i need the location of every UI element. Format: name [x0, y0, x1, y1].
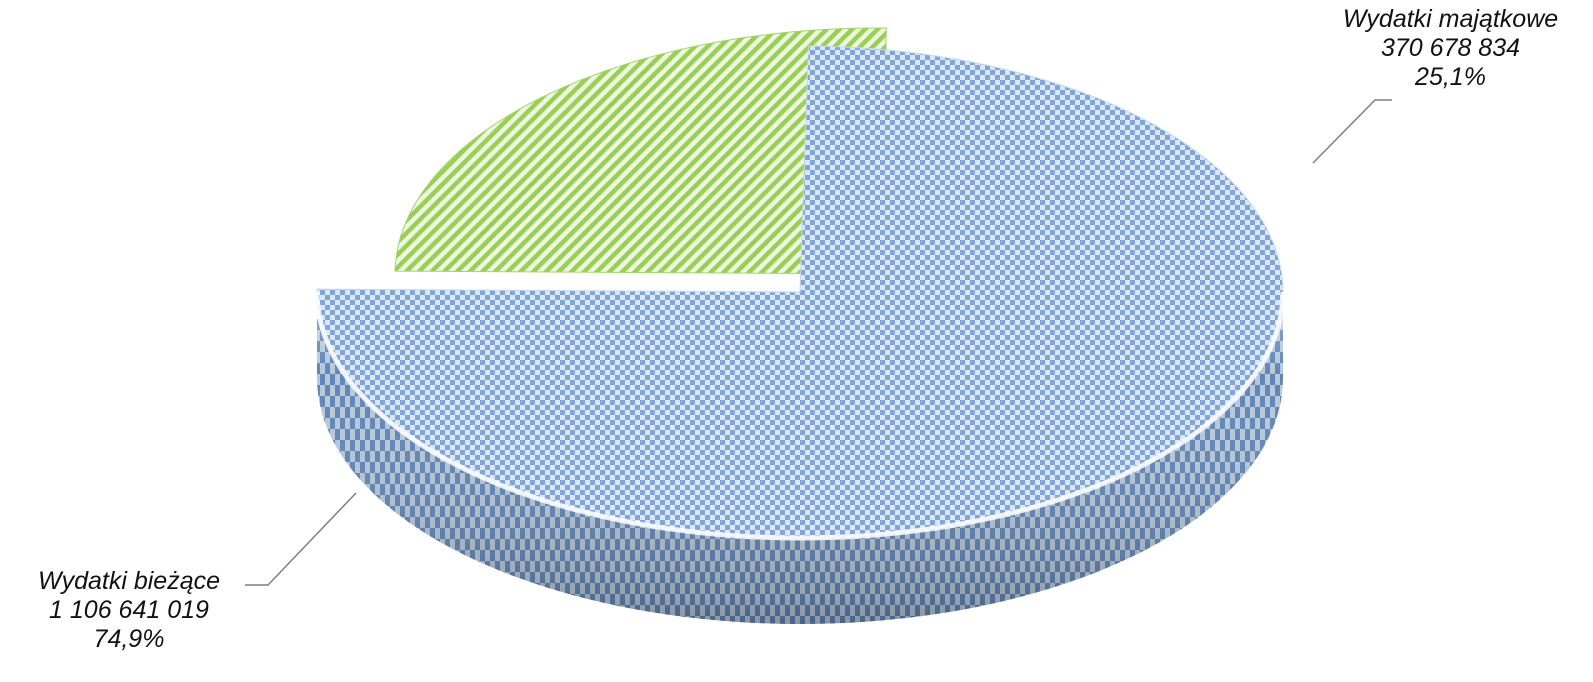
slice-percent-label: 25,1%: [1415, 63, 1486, 91]
blue-slice-rim-highlight: [314, 291, 1286, 541]
slice-value-label: 1 106 641 019: [49, 596, 209, 624]
slice-name-label: Wydatki bieżące: [37, 567, 221, 595]
data-label-wydatki-biezace: Wydatki bieżące 1 106 641 019 74,9%: [14, 567, 244, 654]
pie-slice-wydatki-majatkowe: [394, 27, 887, 275]
leader-line-wydatki-biezace: [245, 492, 357, 586]
slice-name-label: Wydatki majątkowe: [1342, 5, 1559, 33]
blue-slice-side-shade: [317, 292, 1283, 624]
slice-percent-label: 74,9%: [93, 625, 165, 653]
leader-line-wydatki-majatkowe: [1312, 99, 1392, 164]
data-label-wydatki-majatkowe: Wydatki majątkowe 370 678 834 25,1%: [1308, 5, 1593, 92]
slice-value-label: 370 678 834: [1380, 34, 1521, 62]
